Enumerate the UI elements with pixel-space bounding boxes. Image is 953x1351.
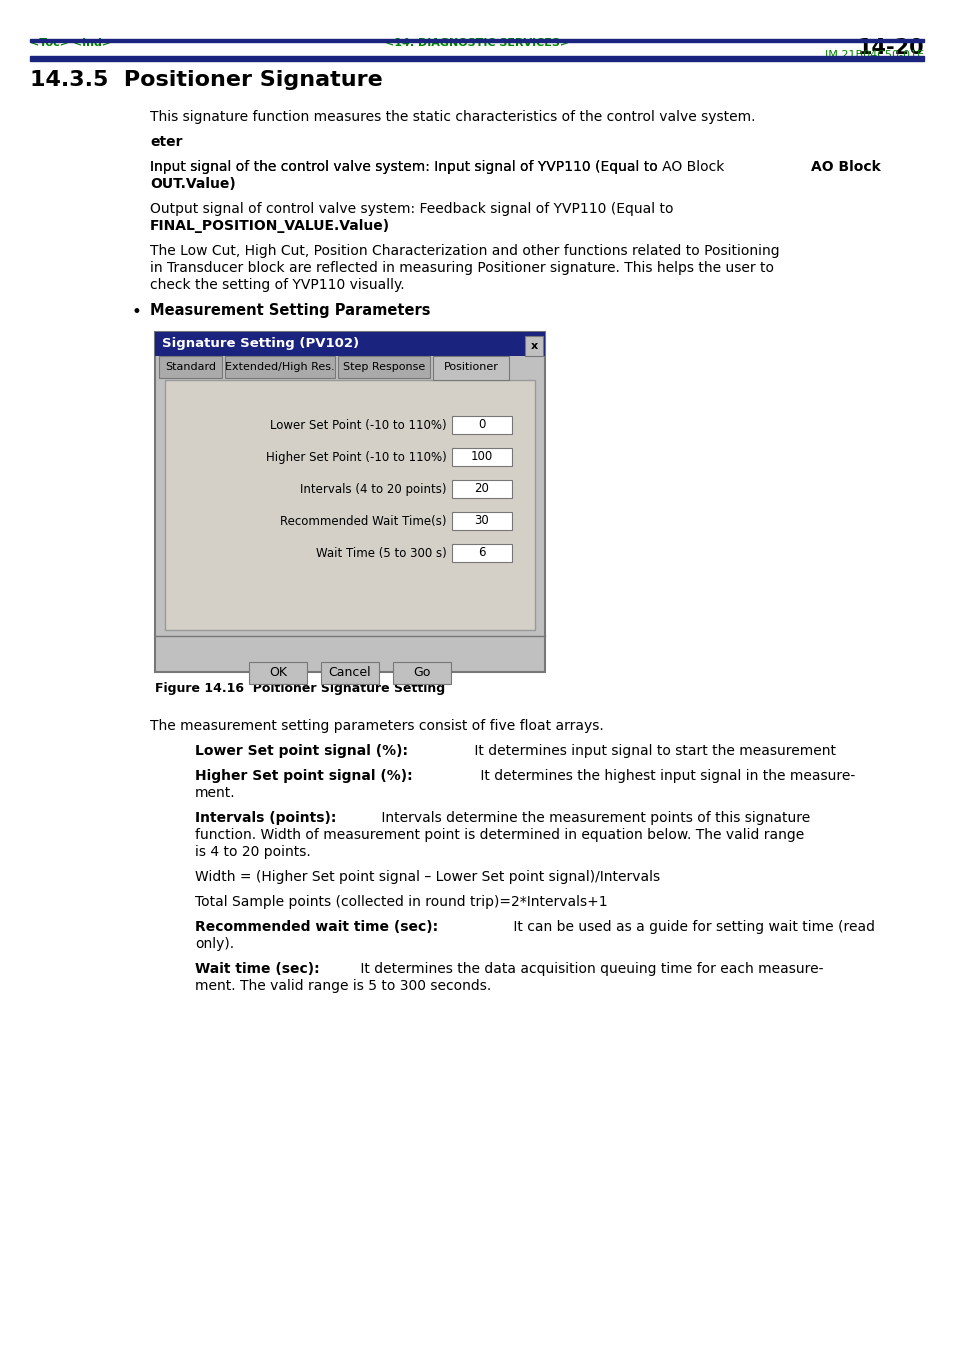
Text: ment. The valid range is 5 to 300 seconds.: ment. The valid range is 5 to 300 second… xyxy=(194,979,491,993)
Text: It determines the data acquisition queuing time for each measure-: It determines the data acquisition queui… xyxy=(355,962,822,975)
Text: Signature Setting (PV102): Signature Setting (PV102) xyxy=(162,338,358,350)
Text: Input signal of the control valve system: Input signal of YVP110 (Equal to ​AO B: Input signal of the control valve system… xyxy=(150,159,723,174)
Bar xyxy=(337,357,430,378)
Text: Go: Go xyxy=(413,666,430,680)
Text: Intervals determine the measurement points of this signature: Intervals determine the measurement poin… xyxy=(377,811,810,825)
Bar xyxy=(159,357,222,378)
Text: Cancel: Cancel xyxy=(329,666,371,680)
Text: 0: 0 xyxy=(477,419,485,431)
Text: Wait Time (5 to 300 s): Wait Time (5 to 300 s) xyxy=(315,547,447,559)
Text: OK: OK xyxy=(269,666,287,680)
Text: 100: 100 xyxy=(471,450,493,463)
Text: in Transducer block are reflected in measuring Positioner signature. This helps : in Transducer block are reflected in mea… xyxy=(150,261,773,276)
Text: Figure 14.16  Poitioner Signature Setting: Figure 14.16 Poitioner Signature Setting xyxy=(154,682,445,694)
Text: Wait time (sec):: Wait time (sec): xyxy=(194,962,319,975)
Bar xyxy=(524,336,542,357)
Text: 14-20: 14-20 xyxy=(857,38,923,58)
Bar xyxy=(30,39,923,42)
Text: Higher Set point signal (%):: Higher Set point signal (%): xyxy=(194,769,413,784)
Text: <Toc> <Ind>: <Toc> <Ind> xyxy=(30,38,111,49)
Bar xyxy=(154,332,544,671)
Text: Recommended Wait Time(s): Recommended Wait Time(s) xyxy=(280,515,447,527)
Text: The measurement setting parameters consist of five float arrays.: The measurement setting parameters consi… xyxy=(150,719,603,734)
Text: It can be used as a guide for setting wait time (read: It can be used as a guide for setting wa… xyxy=(508,920,874,934)
Text: AO Block: AO Block xyxy=(810,159,880,174)
Text: Recommended wait time (sec):: Recommended wait time (sec): xyxy=(194,920,437,934)
Text: Output signal of control valve system: Feedback signal of YVP110 (Equal to: Output signal of control valve system: F… xyxy=(150,203,673,216)
Text: Standard: Standard xyxy=(165,362,215,372)
Text: •: • xyxy=(132,303,142,322)
Text: check the setting of YVP110 visually.: check the setting of YVP110 visually. xyxy=(150,278,404,292)
Text: x: x xyxy=(530,340,537,351)
Text: only).: only). xyxy=(194,938,233,951)
Text: The Low Cut, High Cut, Position Characterization and other functions related to : The Low Cut, High Cut, Position Characte… xyxy=(150,245,779,258)
Bar xyxy=(225,357,335,378)
Text: Intervals (4 to 20 points): Intervals (4 to 20 points) xyxy=(300,482,447,496)
Text: 6: 6 xyxy=(477,547,485,559)
Text: Higher Set Point (-10 to 110%): Higher Set Point (-10 to 110%) xyxy=(266,450,447,463)
Bar xyxy=(154,332,544,357)
Text: function. Width of measurement point is determined in equation below. The valid : function. Width of measurement point is … xyxy=(194,828,803,842)
Bar xyxy=(452,416,512,434)
Text: 14.3.5  Positioner Signature: 14.3.5 Positioner Signature xyxy=(30,70,382,91)
Bar xyxy=(452,544,512,562)
Text: Width = (Higher Set point signal – Lower Set point signal)/Intervals: Width = (Higher Set point signal – Lower… xyxy=(194,870,659,884)
Text: is 4 to 20 points.: is 4 to 20 points. xyxy=(194,844,311,859)
Text: IM 21B04C50-01E: IM 21B04C50-01E xyxy=(824,50,923,59)
Text: Lower Set Point (-10 to 110%): Lower Set Point (-10 to 110%) xyxy=(270,419,447,431)
Text: Positioner: Positioner xyxy=(443,362,497,372)
Text: Intervals (points):: Intervals (points): xyxy=(194,811,336,825)
Bar xyxy=(320,662,378,684)
Text: 20: 20 xyxy=(474,482,489,496)
Bar xyxy=(433,357,509,380)
Text: <14. DIAGNOSTIC SERVICES>: <14. DIAGNOSTIC SERVICES> xyxy=(384,38,569,49)
Text: Input signal of the control valve system: Input signal of YVP110 (Equal to: Input signal of the control valve system… xyxy=(150,159,661,174)
Text: Total Sample points (collected in round trip)=2*Intervals+1: Total Sample points (collected in round … xyxy=(194,894,607,909)
Text: Step Response: Step Response xyxy=(342,362,425,372)
Text: It determines the highest input signal in the measure-: It determines the highest input signal i… xyxy=(476,769,854,784)
Text: ment.: ment. xyxy=(194,786,235,800)
Text: OUT.Value): OUT.Value) xyxy=(150,177,235,190)
Text: This signature function measures the static characteristics of the control valve: This signature function measures the sta… xyxy=(150,109,755,124)
Bar xyxy=(30,55,923,61)
Bar xyxy=(249,662,307,684)
Text: Extended/High Res.: Extended/High Res. xyxy=(225,362,335,372)
Bar xyxy=(452,480,512,499)
Text: Lower Set point signal (%):: Lower Set point signal (%): xyxy=(194,744,408,758)
Text: FINAL_POSITION_VALUE.Value): FINAL_POSITION_VALUE.Value) xyxy=(150,219,390,232)
Text: It determines input signal to start the measurement: It determines input signal to start the … xyxy=(469,744,835,758)
Bar xyxy=(165,380,535,630)
Text: 30: 30 xyxy=(475,515,489,527)
Bar xyxy=(452,449,512,466)
Text: Measurement Setting Parameters: Measurement Setting Parameters xyxy=(150,303,430,317)
Text: eter: eter xyxy=(150,135,182,149)
Bar xyxy=(393,662,451,684)
Bar xyxy=(452,512,512,530)
